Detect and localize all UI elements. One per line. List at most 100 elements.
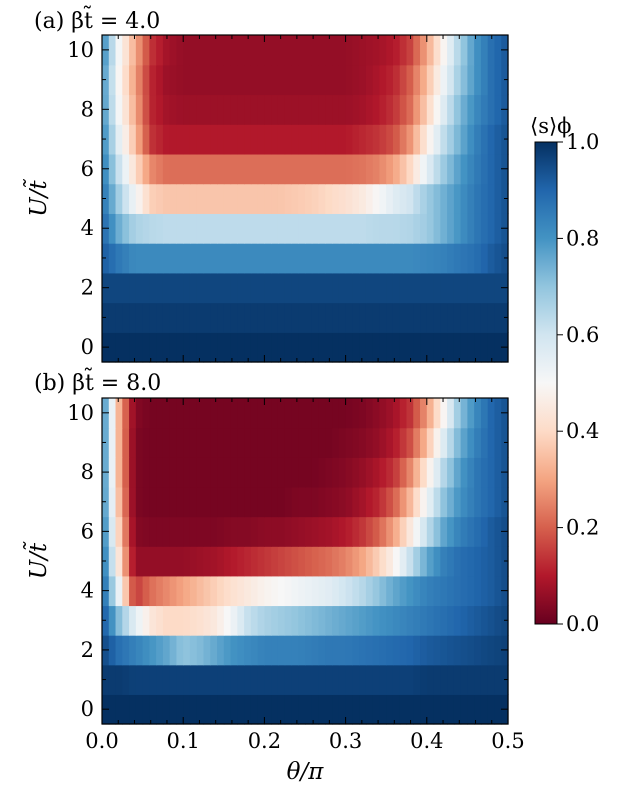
heatmap-cell	[244, 398, 252, 429]
heatmap-cell	[453, 398, 462, 429]
heatmap-cell	[250, 635, 259, 666]
heatmap-cell	[392, 516, 401, 547]
heatmap-cell	[359, 124, 367, 155]
heatmap-cell	[183, 35, 191, 66]
heatmap-cell	[135, 635, 144, 666]
heatmap-cell	[196, 516, 205, 547]
heatmap-cell	[169, 486, 178, 518]
y-axis-label: U/t̃	[22, 541, 52, 579]
heatmap-cell	[460, 35, 468, 66]
heatmap-cell	[230, 694, 238, 725]
heatmap-cell	[447, 124, 455, 155]
heatmap-cell	[318, 457, 326, 488]
heatmap-cell	[487, 332, 496, 363]
heatmap-cell	[244, 546, 252, 577]
heatmap-cell	[237, 272, 245, 304]
panel-a: (a) βt̃ = 4.0 0 2 4 6 8 10 U/t̃	[22, 4, 509, 363]
heatmap-cell	[311, 124, 320, 155]
heatmap-cell	[474, 516, 482, 547]
heatmap-cell	[277, 635, 286, 666]
heatmap-cell	[352, 153, 360, 185]
heatmap-cell	[379, 213, 387, 244]
heatmap-cell	[447, 64, 455, 96]
heatmap-cell	[440, 35, 448, 66]
heatmap-cell	[318, 124, 326, 155]
heatmap-cell	[291, 575, 299, 607]
heatmap-cell	[332, 486, 340, 518]
heatmap-cell	[115, 302, 123, 333]
heatmap-cell	[305, 427, 313, 458]
heatmap-cell	[305, 35, 313, 66]
heatmap-cell	[406, 605, 414, 636]
heatmap-cell	[359, 94, 367, 125]
heatmap-cell	[230, 516, 238, 547]
heatmap-cell	[311, 64, 320, 96]
heatmap-cell	[129, 635, 137, 666]
heatmap-cell	[433, 516, 441, 547]
heatmap-cell	[399, 546, 408, 577]
heatmap-cell	[426, 486, 435, 518]
heatmap-cell	[467, 302, 475, 333]
heatmap-cell	[291, 213, 299, 244]
heatmap-cell	[291, 486, 299, 518]
heatmap-cell	[365, 457, 374, 488]
heatmap-cell	[359, 398, 367, 429]
heatmap-cell	[142, 183, 150, 214]
heatmap-cell	[420, 575, 428, 607]
heatmap-cell	[352, 183, 360, 214]
heatmap-cell	[189, 64, 198, 96]
heatmap-cell	[196, 94, 205, 125]
heatmap-cell	[365, 516, 374, 547]
heatmap-cell	[379, 94, 387, 125]
heatmap-cell	[480, 546, 489, 577]
heatmap-cell	[440, 243, 448, 274]
heatmap-cell	[460, 546, 468, 577]
heatmap-cell	[338, 575, 347, 607]
heatmap-cell	[480, 35, 489, 66]
heatmap-cell	[460, 694, 468, 725]
heatmap-cell	[142, 94, 150, 125]
heatmap-cell	[298, 94, 306, 125]
heatmap-cell	[176, 94, 184, 125]
heatmap-cell	[142, 457, 150, 488]
heatmap-cell	[217, 605, 225, 636]
heatmap-cell	[183, 457, 191, 488]
heatmap-cell	[325, 64, 333, 96]
heatmap-cell	[122, 664, 130, 695]
heatmap-cell	[176, 457, 184, 488]
heatmap-cell	[142, 398, 150, 429]
heatmap-cell	[433, 302, 441, 333]
heatmap-cell	[277, 153, 286, 185]
heatmap-cell	[203, 694, 211, 725]
heatmap-cell	[447, 457, 455, 488]
heatmap-cell	[196, 35, 205, 66]
heatmap-cell	[284, 635, 293, 666]
heatmap-cell	[392, 427, 401, 458]
heatmap-cell	[237, 213, 245, 244]
heatmap-cell	[305, 183, 313, 214]
heatmap-cell	[203, 427, 211, 458]
heatmap-cell	[156, 124, 164, 155]
heatmap-cell	[115, 664, 123, 695]
heatmap-cell	[257, 243, 265, 274]
heatmap-cell	[399, 153, 408, 185]
heatmap-cell	[284, 664, 293, 695]
heatmap-cell	[487, 243, 496, 274]
heatmap-cell	[352, 398, 360, 429]
heatmap-cell	[467, 516, 475, 547]
heatmap-cell	[460, 516, 468, 547]
heatmap-cell	[494, 635, 502, 666]
heatmap-cell	[338, 332, 347, 363]
x-tick-label: 0.1	[166, 729, 199, 753]
heatmap-cell	[494, 332, 502, 363]
heatmap-cell	[284, 486, 293, 518]
heatmap-cell	[298, 272, 306, 304]
heatmap-cell	[291, 183, 299, 214]
heatmap-cell	[359, 516, 367, 547]
heatmap-cell	[149, 575, 157, 607]
axes-b: 0 2 4 6 8 10 0.0 0.1 0.2 0.3 0.4 0.5 θ/π U/t̃	[22, 397, 525, 785]
heatmap-cell	[325, 398, 333, 429]
heatmap-cell	[352, 213, 360, 244]
heatmap-cell	[433, 213, 441, 244]
heatmap-cell	[196, 486, 205, 518]
